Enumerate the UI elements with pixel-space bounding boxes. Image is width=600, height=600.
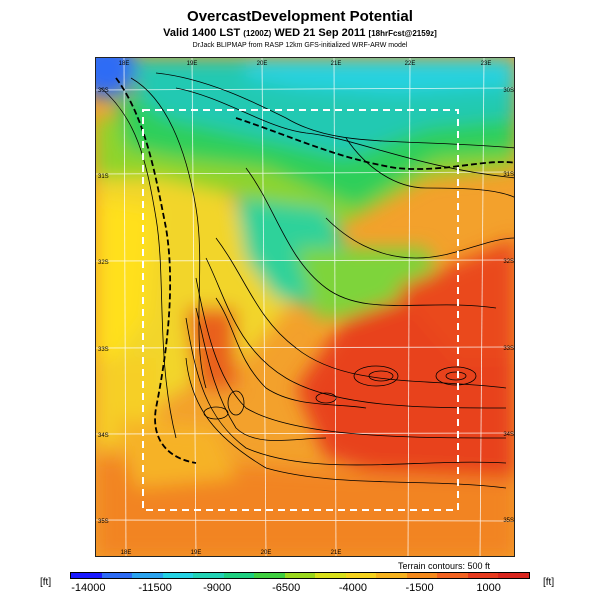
colorbar-swatch: [71, 573, 102, 578]
lat-label: 32S: [503, 259, 514, 265]
field-blobs: [96, 58, 514, 556]
lon-label: 22E: [405, 61, 416, 67]
colorbar-swatch: [223, 573, 255, 578]
colorbar-tick-label: -1500: [405, 582, 434, 594]
lat-label: 32S: [98, 260, 109, 266]
lon-labels-bottom: 18E 19E 20E 21E: [121, 550, 342, 556]
coastline: [115, 77, 514, 464]
graticule: [96, 58, 514, 556]
lat-label: 35S: [503, 518, 514, 524]
lat-label: 31S: [98, 174, 109, 180]
lat-label: 35S: [98, 519, 109, 525]
valid-time: Valid 1400 LST (1200Z) WED 21 Sep 2011 […: [0, 27, 600, 39]
colorbar-swatch: [101, 573, 133, 578]
colorbar-swatch: [254, 573, 285, 578]
lon-label: 19E: [191, 550, 202, 556]
colorbar-swatch: [498, 573, 529, 578]
colorbar-labels: -14000 -11500 -9000 -6500 -4000 -1500 1000: [70, 582, 530, 596]
terrain-contours: [100, 72, 514, 489]
lat-labels-left: 30S 31S 32S 33S 34S 35S: [98, 88, 109, 525]
colorbar-swatch: [437, 573, 468, 578]
lat-label: 33S: [503, 346, 514, 352]
terrain-note: Terrain contours: 500 ft: [398, 561, 491, 571]
lon-labels-top: 18E 19E 20E 21E 22E 23E: [119, 61, 492, 67]
colorbar-swatch: [132, 573, 163, 578]
lat-label: 30S: [503, 88, 514, 94]
colorbar-tick-label: -11500: [138, 582, 172, 594]
lon-label: 18E: [121, 550, 132, 556]
lat-label: 30S: [98, 88, 109, 94]
lon-label: 23E: [481, 61, 492, 67]
colorbar-swatch: [406, 573, 438, 578]
lon-label: 21E: [331, 550, 342, 556]
colorbar-swatch: [315, 573, 346, 578]
lon-label: 21E: [331, 61, 342, 67]
lon-label: 20E: [261, 550, 272, 556]
model-credit: DrJack BLIPMAP from RASP 12km GFS-initia…: [192, 42, 408, 49]
colorbar: [70, 572, 530, 579]
colorbar-swatch: [467, 573, 499, 578]
colorbar-unit-right: [ft]: [543, 577, 555, 588]
map-field: 18E 19E 20E 21E 22E 23E 18E 19E 20E 21E …: [96, 58, 514, 556]
colorbar-tick-label: 1000: [476, 582, 501, 594]
forecast-info: [18hrFcst@2159z]: [368, 29, 437, 38]
lon-label: 20E: [257, 61, 268, 67]
colorbar-swatch: [193, 573, 224, 578]
lon-label: 18E: [119, 61, 130, 67]
valid-utc: (1200Z): [243, 29, 272, 38]
valid-lst: Valid 1400 LST: [163, 27, 241, 39]
lon-label: 19E: [187, 61, 198, 67]
colorbar-swatch: [376, 573, 407, 578]
colorbar-tick-label: -4000: [338, 582, 367, 594]
map-panel: 18E 19E 20E 21E 22E 23E 18E 19E 20E 21E …: [95, 57, 515, 557]
lat-label: 31S: [503, 172, 514, 178]
colorbar-swatch: [345, 573, 377, 578]
lat-label: 33S: [98, 347, 109, 353]
chart-title: OvercastDevelopment Potential: [187, 8, 413, 25]
lat-label: 34S: [98, 433, 109, 439]
lat-labels-right: 30S 31S 32S 33S 34S 35S: [503, 88, 514, 524]
colorbar-swatch: [284, 573, 316, 578]
colorbar-tick-label: -14000: [71, 582, 106, 594]
valid-date: WED 21 Sep 2011: [274, 27, 366, 39]
domain-box: [142, 109, 459, 511]
colorbar-tick-label: -9000: [203, 582, 232, 594]
colorbar-unit-left: [ft]: [40, 577, 52, 588]
colorbar-swatch: [162, 573, 194, 578]
lat-label: 34S: [503, 432, 514, 438]
colorbar-tick-label: -6500: [272, 582, 301, 594]
